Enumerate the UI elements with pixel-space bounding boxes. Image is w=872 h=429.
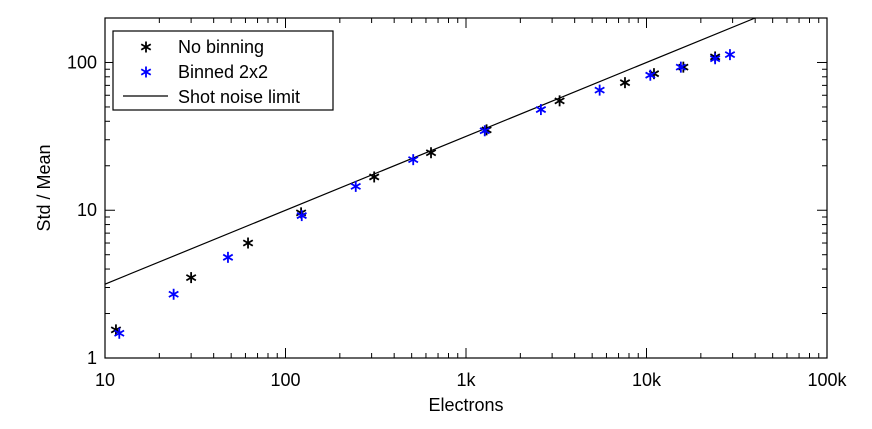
legend-label-no-binning: No binning <box>178 37 264 57</box>
binned-2x2-point <box>479 125 490 137</box>
legend-label-shot-noise: Shot noise limit <box>178 87 300 107</box>
legend-asterisk-black <box>140 41 152 53</box>
x-axis-title: Electrons <box>428 395 503 415</box>
binned-2x2-point <box>408 154 419 166</box>
binned-2x2-point <box>594 84 605 96</box>
shot-noise-limit-line <box>105 18 756 285</box>
no-binning-point <box>242 237 254 249</box>
legend-marker-binned-2x2 <box>140 66 152 78</box>
no-binning-point <box>368 171 380 183</box>
binned-2x2-point <box>168 288 179 300</box>
no-binning-point <box>554 95 565 107</box>
x-tick-label: 100 <box>270 370 300 390</box>
x-tick-label: 10k <box>632 370 662 390</box>
binned-2x2-point <box>222 251 234 263</box>
binned-2x2-point <box>645 69 656 81</box>
legend-asterisk-blue <box>140 66 152 78</box>
plot-frame <box>104 17 828 359</box>
y-tick-label: 1 <box>87 348 97 368</box>
x-tick-label: 1k <box>456 370 476 390</box>
binned-2x2-point <box>709 53 721 65</box>
binned-2x2-point <box>724 49 736 61</box>
binned-2x2-point <box>296 210 307 222</box>
no-binning-point <box>185 272 197 284</box>
legend-label-binned-2x2: Binned 2x2 <box>178 62 268 82</box>
y-tick-label: 100 <box>67 52 97 72</box>
binned-2x2-point <box>350 180 361 192</box>
binned-2x2-point <box>114 327 125 339</box>
legend: No binning Binned 2x2 Shot noise limit <box>112 30 334 111</box>
y-tick-label: 10 <box>77 200 97 220</box>
binned-2x2-point <box>675 61 687 73</box>
x-tick-label: 10 <box>95 370 115 390</box>
y-axis-title: Std / Mean <box>34 144 54 231</box>
binned-2x2-point <box>535 104 547 116</box>
no-binning-point <box>425 147 437 159</box>
x-tick-label: 100k <box>807 370 847 390</box>
legend-marker-no-binning <box>140 41 152 53</box>
binned-2x2-series <box>114 49 736 339</box>
shot-noise-line <box>105 18 756 285</box>
no-binning-point <box>619 77 631 89</box>
